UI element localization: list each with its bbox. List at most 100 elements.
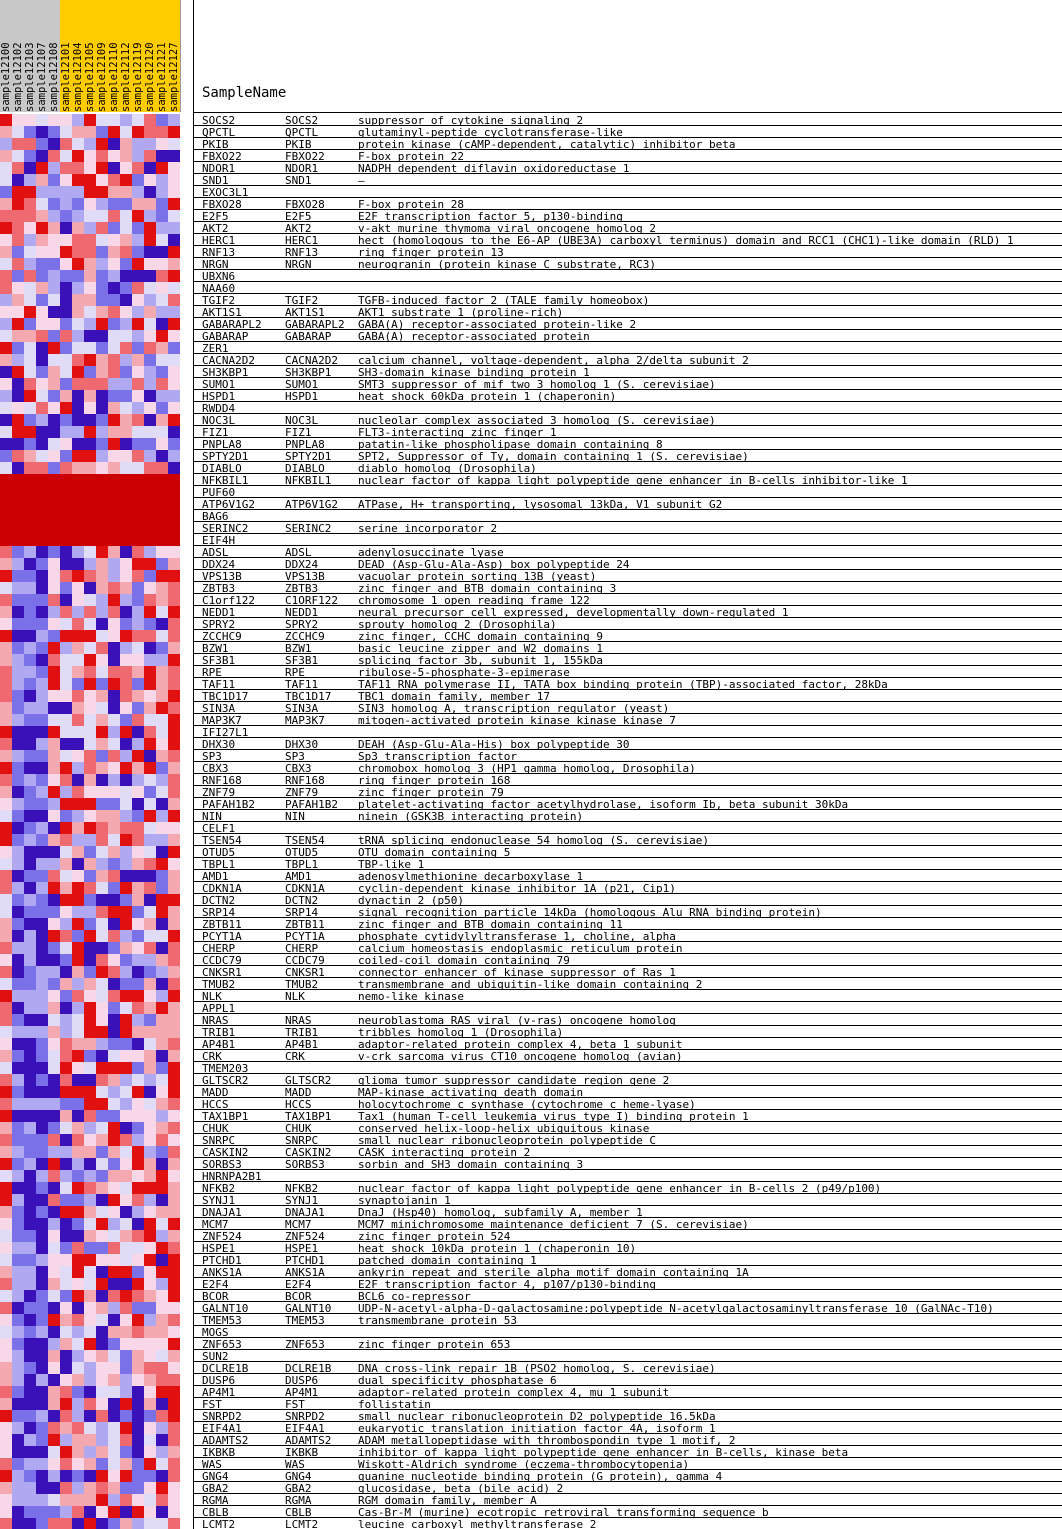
heatmap-cell — [36, 234, 48, 246]
heatmap-cell — [156, 810, 168, 822]
row-gene-description: connector enhancer of kinase suppressor … — [358, 966, 676, 979]
heatmap-cell — [48, 1014, 60, 1026]
heatmap-cell — [96, 1110, 108, 1122]
heatmap-cell — [36, 1362, 48, 1374]
heatmap-cell — [48, 270, 60, 282]
heatmap-cell — [144, 234, 156, 246]
heatmap-cell — [144, 1242, 156, 1254]
heatmap-cell — [48, 870, 60, 882]
heatmap-cell — [144, 186, 156, 198]
heatmap-cell — [0, 462, 12, 474]
heatmap-cell — [72, 1374, 84, 1386]
heatmap-cell — [72, 1338, 84, 1350]
row-gene-symbol: RPE — [285, 666, 305, 679]
heatmap-cell — [108, 1506, 120, 1518]
heatmap-cell — [120, 1470, 132, 1482]
row-sample-name: LCMT2 — [202, 1518, 235, 1529]
heatmap-cell — [120, 798, 132, 810]
heatmap-cell — [96, 1302, 108, 1314]
heatmap-cell — [60, 126, 72, 138]
heatmap-cell — [36, 1290, 48, 1302]
heatmap-cell — [24, 1506, 36, 1518]
heatmap-cell — [120, 690, 132, 702]
heatmap-cell — [60, 1494, 72, 1506]
heatmap-cell — [36, 1278, 48, 1290]
heatmap-cell — [132, 174, 144, 186]
samplename-header: SampleName — [202, 85, 287, 101]
heatmap-cell — [108, 1182, 120, 1194]
row-sample-name: ZBTB11 — [202, 918, 242, 931]
heatmap-cell — [12, 558, 24, 570]
heatmap-cell — [36, 1518, 48, 1529]
heatmap-cell — [132, 234, 144, 246]
heatmap-cell — [0, 486, 12, 498]
heatmap-cell — [144, 474, 156, 486]
heatmap-cell — [48, 702, 60, 714]
heatmap-cell — [132, 810, 144, 822]
heatmap-cell — [156, 1470, 168, 1482]
heatmap-cell — [0, 642, 12, 654]
heatmap-cell — [84, 1494, 96, 1506]
heatmap-cell — [72, 582, 84, 594]
row-gene-description: zinc finger and BTB domain containing 3 — [358, 582, 616, 595]
heatmap-cell — [48, 1314, 60, 1326]
heatmap-cell — [0, 1410, 12, 1422]
heatmap-cell — [0, 762, 12, 774]
heatmap-cell — [0, 1146, 12, 1158]
heatmap-cell — [156, 1014, 168, 1026]
heatmap-cell — [0, 1398, 12, 1410]
heatmap-cell — [84, 1314, 96, 1326]
heatmap-cell — [168, 870, 180, 882]
heatmap-cell — [144, 750, 156, 762]
heatmap-cell — [132, 606, 144, 618]
heatmap-cell — [108, 246, 120, 258]
heatmap-cell — [48, 1218, 60, 1230]
row-sample-name: NFKBIL1 — [202, 474, 248, 487]
heatmap-cell — [96, 1482, 108, 1494]
heatmap-cell — [72, 1410, 84, 1422]
heatmap-cell — [108, 450, 120, 462]
heatmap-cell — [72, 558, 84, 570]
heatmap-cell — [168, 654, 180, 666]
heatmap-cell — [168, 1050, 180, 1062]
heatmap-cell — [156, 1254, 168, 1266]
sample-header-bar — [144, 0, 156, 112]
heatmap-cell — [168, 1290, 180, 1302]
heatmap-cell — [156, 1374, 168, 1386]
heatmap-cell — [36, 1458, 48, 1470]
heatmap-cell — [156, 882, 168, 894]
heatmap-cell — [72, 186, 84, 198]
heatmap-cell — [132, 498, 144, 510]
row-gene-description: SPT2, Suppressor of Ty, domain containin… — [358, 450, 749, 463]
heatmap-cell — [60, 342, 72, 354]
heatmap-cell — [108, 306, 120, 318]
heatmap-cell — [72, 1518, 84, 1529]
heatmap-cell — [72, 1074, 84, 1086]
heatmap-cell — [60, 1518, 72, 1529]
heatmap-cell — [24, 1266, 36, 1278]
row-gene-description: BCL6 co-repressor — [358, 1290, 471, 1303]
heatmap-cell — [12, 726, 24, 738]
heatmap-cell — [48, 846, 60, 858]
heatmap-cell — [144, 1026, 156, 1038]
heatmap-cell — [24, 966, 36, 978]
row-gene-symbol: TBPL1 — [285, 858, 318, 871]
heatmap-cell — [72, 1266, 84, 1278]
heatmap-cell — [24, 786, 36, 798]
heatmap-cell — [12, 846, 24, 858]
heatmap-cell — [108, 726, 120, 738]
heatmap-cell — [132, 294, 144, 306]
heatmap-cell — [48, 438, 60, 450]
heatmap-cell — [132, 774, 144, 786]
heatmap-cell — [108, 1122, 120, 1134]
heatmap-cell — [96, 822, 108, 834]
heatmap-cell — [132, 210, 144, 222]
heatmap-cell — [48, 234, 60, 246]
heatmap-cell — [120, 618, 132, 630]
heatmap-cell — [48, 1134, 60, 1146]
heatmap-cell — [24, 1386, 36, 1398]
heatmap-cell — [0, 126, 12, 138]
heatmap-cell — [60, 246, 72, 258]
row-sample-name: TBPL1 — [202, 858, 235, 871]
heatmap-cell — [36, 1182, 48, 1194]
